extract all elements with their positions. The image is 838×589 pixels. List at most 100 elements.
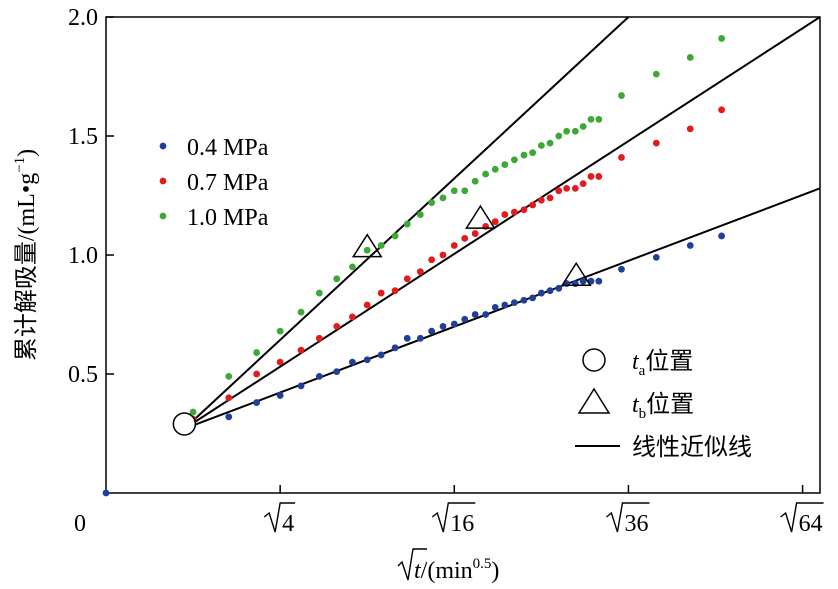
data-point xyxy=(520,206,528,214)
data-point xyxy=(579,277,587,285)
data-point xyxy=(501,161,509,168)
data-point xyxy=(471,230,479,237)
data-point xyxy=(555,187,563,195)
data-point xyxy=(537,289,545,297)
data-point xyxy=(450,187,458,195)
data-point xyxy=(579,123,587,130)
legend-circle-icon xyxy=(582,348,606,372)
data-point xyxy=(315,289,323,297)
x-tick-label: 0 xyxy=(74,511,86,537)
data-point xyxy=(333,275,341,283)
axis-labels: t/(min0.5) 累计解吸量/(mL•g−1) xyxy=(12,149,499,584)
data-point xyxy=(510,208,518,216)
data-point xyxy=(718,35,726,42)
data-point xyxy=(491,303,499,311)
data-point xyxy=(253,399,261,406)
data-point xyxy=(333,323,341,330)
data-point xyxy=(652,253,660,261)
data-point xyxy=(403,275,411,283)
data-point xyxy=(520,296,528,304)
data-point xyxy=(225,413,233,421)
radical-sign xyxy=(780,502,824,533)
data-point xyxy=(349,313,356,321)
legend-label: 1.0 MPa xyxy=(187,205,269,231)
data-point xyxy=(510,156,518,164)
data-point xyxy=(529,201,537,209)
data-point xyxy=(618,154,625,161)
data-point xyxy=(461,315,469,323)
data-point xyxy=(618,92,625,99)
data-point xyxy=(471,311,479,318)
plot-border xyxy=(105,16,821,494)
data-point xyxy=(253,370,261,378)
data-point xyxy=(563,127,571,135)
data-point xyxy=(403,220,411,228)
data-point xyxy=(555,284,563,292)
data-point xyxy=(491,218,499,226)
data-point xyxy=(595,277,603,285)
data-point xyxy=(587,173,595,180)
data-point xyxy=(416,211,424,218)
data-point xyxy=(225,394,233,402)
x-label-radical xyxy=(397,548,427,581)
data-point xyxy=(461,187,469,195)
data-point xyxy=(501,301,509,309)
legend-marker-label: tb位置 xyxy=(632,391,694,422)
legend-dot xyxy=(159,212,167,220)
axis-ticks: 0.5 1.0 1.5 2.0 0 4 16 36 64 xyxy=(68,5,824,537)
radical-sign xyxy=(606,502,650,533)
data-point xyxy=(189,408,197,416)
data-point xyxy=(450,320,458,328)
x-tick-label: 64 xyxy=(799,511,823,537)
data-point xyxy=(253,349,261,356)
data-point xyxy=(391,287,399,295)
legend-dot xyxy=(159,177,167,185)
data-point xyxy=(491,165,499,173)
data-point xyxy=(718,232,726,240)
y-axis-label: 累计解吸量/(mL•g−1) xyxy=(12,149,40,361)
data-point xyxy=(501,211,509,218)
data-point xyxy=(652,70,660,78)
data-point xyxy=(297,382,305,390)
data-point xyxy=(363,356,371,364)
x-tick-label: 36 xyxy=(624,511,648,537)
data-point xyxy=(520,151,528,159)
data-point xyxy=(563,184,571,192)
data-point xyxy=(461,234,469,242)
fit-line xyxy=(184,187,821,430)
data-point xyxy=(450,242,458,249)
legend-marker-label: ta位置 xyxy=(632,348,693,379)
data-point xyxy=(276,392,284,399)
fit-lines xyxy=(183,16,821,430)
data-point xyxy=(555,132,563,140)
data-point xyxy=(276,327,284,335)
data-point xyxy=(349,358,356,366)
y-tick-label: 1.0 xyxy=(68,243,98,269)
data-point xyxy=(537,196,545,204)
data-point xyxy=(428,327,436,335)
data-point xyxy=(587,115,595,123)
data-point xyxy=(416,268,424,276)
data-point xyxy=(297,308,305,316)
legend-label: 0.4 MPa xyxy=(187,135,269,161)
data-point xyxy=(579,180,587,188)
data-point xyxy=(439,323,447,330)
legend-marker-label: 线性近似线 xyxy=(632,434,752,461)
data-point xyxy=(686,54,694,61)
data-point xyxy=(439,251,447,259)
x-axis-label: t/(min0.5) xyxy=(414,556,499,584)
data-point xyxy=(439,194,447,202)
data-point xyxy=(225,372,233,380)
ta-marker xyxy=(172,412,197,436)
radical-sign xyxy=(431,502,476,533)
y-tick-label: 2.0 xyxy=(68,5,98,31)
legend-dot xyxy=(159,142,167,150)
data-point xyxy=(391,232,399,240)
data-point xyxy=(546,194,554,202)
data-point xyxy=(102,489,110,497)
data-point xyxy=(482,170,490,178)
position-markers xyxy=(172,204,592,436)
tb-marker xyxy=(465,204,496,229)
